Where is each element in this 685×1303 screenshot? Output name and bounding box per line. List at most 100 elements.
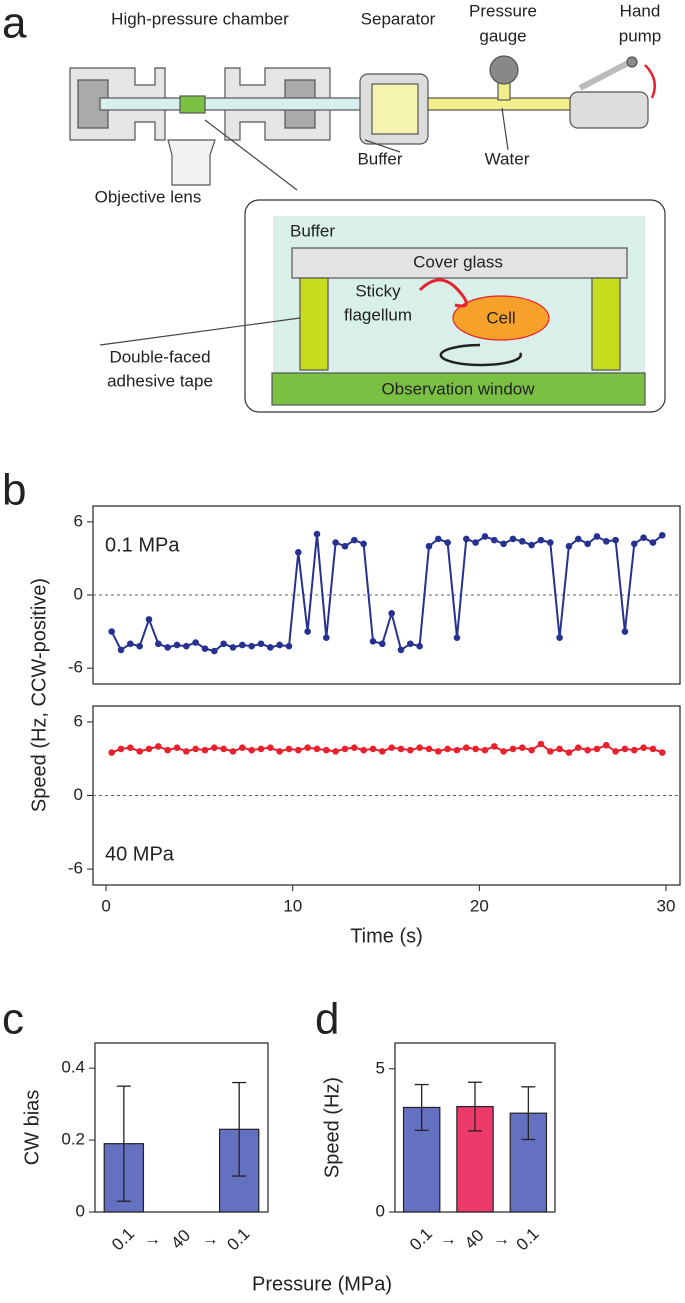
data-point: [584, 540, 591, 548]
data-point: [425, 542, 433, 550]
data-point: [490, 743, 498, 750]
data-point: [341, 745, 349, 753]
label: Hand: [620, 1, 661, 20]
data-point: [229, 644, 237, 651]
data-point: [649, 745, 657, 753]
data-point: [332, 539, 339, 546]
data-point: [313, 530, 321, 538]
data-point: [453, 634, 461, 641]
data-point: [509, 745, 517, 753]
data-point: [257, 640, 265, 648]
data-point: [108, 749, 115, 756]
data-point: [602, 741, 610, 749]
label: Cover glass: [413, 252, 503, 271]
data-point: [388, 744, 395, 751]
data-point: [388, 609, 395, 617]
label: gauge: [479, 26, 526, 45]
x-axis-label: Pressure (MPa): [252, 1273, 392, 1295]
data-point: [211, 744, 218, 751]
data-point: [248, 642, 255, 650]
y-tick-label: 0: [74, 584, 83, 603]
data-point: [164, 746, 171, 754]
y-axis-label: CW bias: [21, 1090, 43, 1166]
data-point: [397, 646, 405, 654]
data-point: [621, 628, 629, 635]
data-point: [323, 634, 330, 641]
data-point: [593, 745, 601, 753]
data-point: [220, 745, 227, 753]
data-point: [425, 745, 433, 753]
panel-letter: a: [2, 0, 27, 48]
label: Buffer: [357, 149, 402, 168]
data-point: [602, 538, 610, 545]
x-tick-label: 40: [461, 1226, 488, 1253]
data-point: [556, 634, 563, 641]
data-point: [612, 536, 619, 544]
y-tick-label: 0: [376, 1201, 385, 1220]
data-point: [229, 748, 237, 755]
data-point: [369, 745, 377, 753]
label: flagellum: [344, 305, 412, 324]
data-point: [518, 744, 526, 751]
y-tick-label: 5: [376, 1058, 385, 1077]
data-point: [453, 746, 461, 754]
data-point: [173, 641, 181, 649]
data-point: [379, 640, 386, 648]
data-point: [164, 644, 171, 651]
data-point: [658, 749, 666, 756]
data-point: [416, 642, 423, 650]
data-point: [593, 533, 601, 540]
data-point: [528, 746, 535, 754]
data-point: [239, 744, 246, 751]
data-point: [155, 743, 162, 750]
data-point: [360, 540, 367, 548]
data-point: [136, 642, 143, 650]
data-point: [444, 539, 451, 546]
bar: [402, 1106, 441, 1213]
data-point: [127, 744, 134, 751]
x-axis-label: Time (s): [350, 925, 423, 947]
data-point: [379, 748, 386, 755]
data-point: [546, 539, 554, 546]
data-point: [574, 535, 582, 543]
data-point: [267, 744, 274, 751]
y-tick-label: 0.2: [61, 1130, 85, 1149]
data-point: [649, 539, 657, 546]
annotation: 40 MPa: [105, 843, 175, 865]
data-point: [304, 628, 311, 635]
data-point: [145, 745, 153, 753]
label: Objective lens: [95, 187, 202, 206]
label: Sticky: [355, 281, 401, 300]
data-point: [117, 745, 125, 753]
y-tick-label: 0.4: [61, 1058, 85, 1077]
data-point: [313, 745, 321, 753]
data-point: [584, 746, 591, 754]
data-point: [574, 744, 582, 751]
label: Cell: [486, 308, 515, 327]
data-point: [630, 540, 638, 548]
y-tick-label: 6: [74, 511, 83, 530]
data-point: [304, 744, 311, 751]
data-point: [201, 746, 209, 754]
data-point: [332, 748, 339, 755]
data-point: [239, 641, 246, 649]
x-tick-label: 0.1: [223, 1224, 253, 1254]
data-point: [546, 748, 554, 755]
apparatus: [69, 55, 666, 413]
data-point: [276, 748, 283, 755]
data-point: [360, 746, 367, 754]
y-tick-label: 0: [74, 785, 83, 804]
data-point: [621, 745, 629, 753]
data-point: [276, 641, 283, 649]
data-point: [183, 642, 190, 650]
label: Water: [485, 149, 530, 168]
data-point: [509, 535, 517, 543]
y-tick-label: 6: [74, 711, 83, 730]
data-point: [434, 535, 442, 543]
data-point: [351, 536, 358, 544]
data-point: [518, 538, 526, 545]
data-point: [406, 640, 414, 648]
data-point: [201, 645, 209, 652]
data-point: [658, 531, 666, 539]
